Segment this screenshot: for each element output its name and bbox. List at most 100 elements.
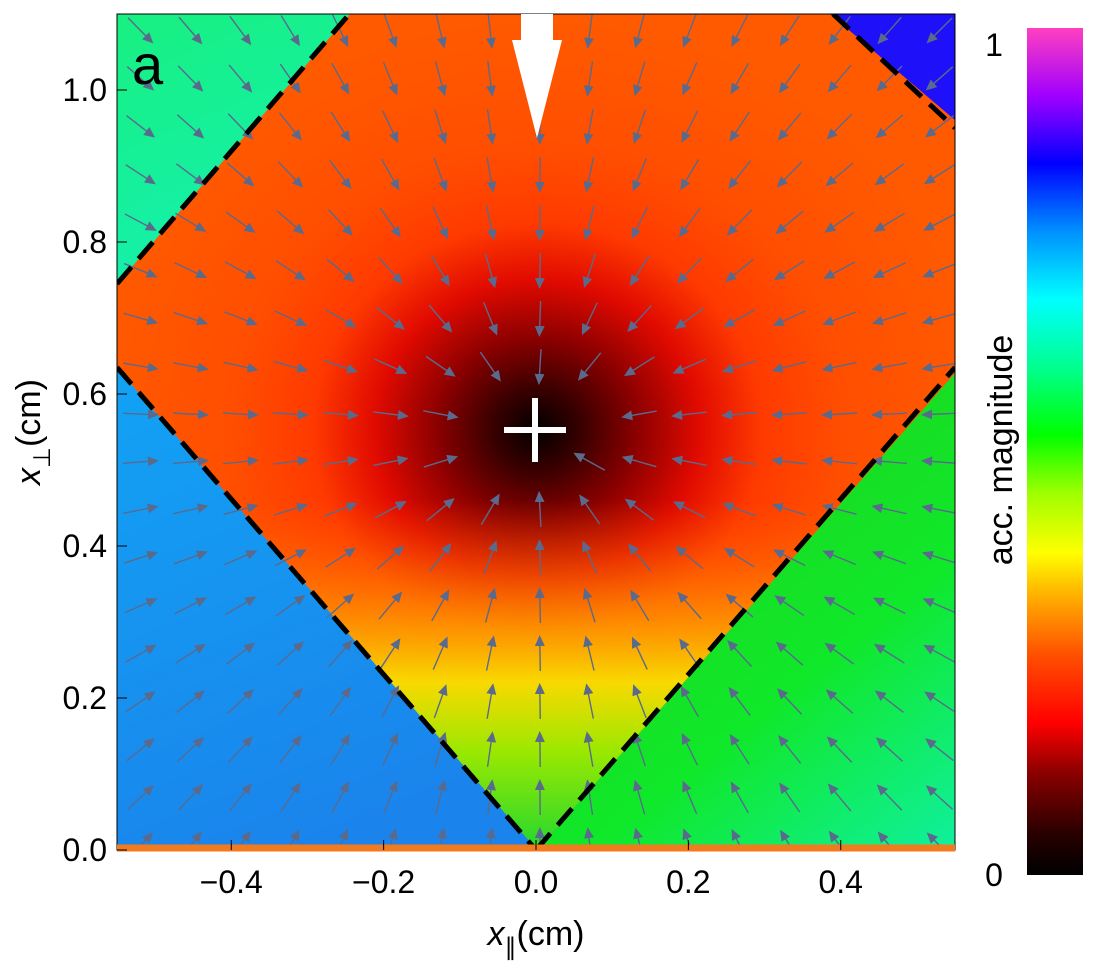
vector-arrow bbox=[486, 109, 497, 145]
vector-arrow bbox=[924, 691, 955, 713]
vector-arrow bbox=[926, 17, 953, 44]
vector-arrow bbox=[534, 300, 545, 337]
vector-arrow bbox=[771, 456, 807, 467]
vector-arrow bbox=[330, 111, 351, 142]
vector-arrow bbox=[382, 732, 398, 766]
vector-arrow bbox=[331, 14, 349, 48]
vector-arrow bbox=[581, 302, 598, 336]
colorbar bbox=[1027, 28, 1083, 875]
vector-arrow bbox=[673, 501, 706, 519]
vector-arrow bbox=[176, 114, 205, 139]
vector-arrow bbox=[381, 158, 400, 191]
vector-arrow bbox=[127, 785, 154, 811]
vector-arrow bbox=[433, 684, 448, 719]
vector-arrow bbox=[925, 785, 954, 810]
vector-arrow bbox=[534, 348, 545, 385]
vector-arrow bbox=[729, 734, 750, 765]
vector-arrow bbox=[775, 641, 804, 666]
colorbar-label: acc. magnitude bbox=[982, 335, 1020, 566]
vector-arrow bbox=[632, 684, 647, 719]
vector-arrow bbox=[534, 252, 545, 289]
vector-arrow bbox=[280, 15, 300, 47]
vector-arrow bbox=[428, 304, 453, 333]
vector-arrow bbox=[672, 358, 706, 374]
vector-arrow bbox=[726, 209, 753, 236]
vector-arrow bbox=[126, 738, 155, 762]
vector-arrow bbox=[921, 550, 955, 564]
vector-arrow bbox=[534, 204, 545, 241]
vector-arrow bbox=[777, 112, 802, 141]
vector-arrow bbox=[173, 312, 209, 326]
vector-arrow bbox=[226, 162, 255, 187]
vector-arrow bbox=[629, 255, 650, 286]
vector-arrow bbox=[223, 503, 259, 516]
vector-arrow bbox=[435, 779, 447, 815]
vector-arrow bbox=[486, 61, 496, 97]
vector-arrow bbox=[534, 539, 545, 576]
vector-arrow bbox=[373, 455, 409, 467]
vector-arrow bbox=[632, 109, 647, 144]
vector-arrow bbox=[579, 494, 601, 525]
vector-arrow bbox=[172, 409, 209, 420]
vector-arrow bbox=[484, 587, 497, 623]
vector-arrow bbox=[923, 213, 955, 231]
vector-arrow bbox=[432, 206, 448, 240]
vector-arrow bbox=[582, 253, 597, 289]
vector-arrow bbox=[730, 781, 749, 814]
vector-arrow bbox=[921, 362, 955, 373]
vector-arrow bbox=[486, 731, 497, 767]
vector-arrow bbox=[722, 502, 757, 517]
vector-arrow bbox=[173, 362, 209, 373]
vector-arrow bbox=[627, 543, 652, 572]
vector-arrow bbox=[485, 635, 497, 671]
vector-arrow bbox=[828, 16, 851, 46]
y-axis-label-sub: ⊥ bbox=[29, 447, 56, 468]
vector-arrow bbox=[773, 260, 805, 281]
vector-arrow bbox=[872, 262, 906, 278]
vector-arrow bbox=[633, 779, 646, 815]
colorbar-min-label: 0 bbox=[985, 857, 1003, 893]
vector-arrow bbox=[324, 308, 357, 328]
vector-arrow bbox=[125, 164, 156, 185]
vector-arrow bbox=[728, 160, 752, 189]
vector-arrow bbox=[778, 63, 801, 94]
vector-arrow bbox=[328, 639, 353, 668]
vector-arrow bbox=[434, 61, 447, 97]
vector-arrow bbox=[877, 16, 902, 45]
vector-arrow bbox=[275, 260, 306, 281]
y-axis-label: x⊥(cm) bbox=[10, 379, 56, 487]
vector-arrow bbox=[376, 545, 405, 570]
vector-arrow bbox=[632, 731, 646, 767]
vector-arrow bbox=[434, 109, 448, 145]
vector-arrow bbox=[872, 550, 907, 565]
vector-arrow bbox=[330, 733, 350, 765]
x-tick-label: −0.2 bbox=[352, 864, 415, 900]
vector-arrow bbox=[327, 209, 353, 236]
vector-arrow bbox=[627, 304, 652, 333]
vector-arrow bbox=[875, 737, 904, 762]
vector-arrow bbox=[272, 409, 309, 420]
vector-arrow bbox=[273, 360, 309, 373]
x-axis-label: x∥(cm) bbox=[486, 915, 585, 961]
vector-arrow bbox=[674, 307, 705, 330]
vector-arrow bbox=[725, 258, 754, 282]
vector-arrow bbox=[485, 205, 497, 241]
vector-arrow bbox=[323, 409, 359, 420]
vector-arrow bbox=[678, 207, 701, 238]
vector-arrow bbox=[277, 161, 304, 188]
vector-arrow bbox=[124, 213, 157, 231]
vector-arrow bbox=[227, 736, 253, 763]
vector-arrow bbox=[222, 409, 259, 420]
vector-arrow bbox=[178, 16, 203, 45]
y-tick-label: 1.0 bbox=[63, 72, 107, 108]
vector-arrow bbox=[775, 210, 804, 235]
vector-arrow bbox=[771, 409, 808, 420]
vector-arrow bbox=[623, 356, 655, 377]
vector-arrow bbox=[329, 160, 352, 190]
vector-arrow bbox=[771, 361, 807, 373]
vector-arrow bbox=[827, 64, 852, 93]
vector-arrow bbox=[435, 14, 447, 49]
x-tick-label: 0.4 bbox=[818, 864, 862, 900]
vector-arrow bbox=[871, 456, 907, 467]
